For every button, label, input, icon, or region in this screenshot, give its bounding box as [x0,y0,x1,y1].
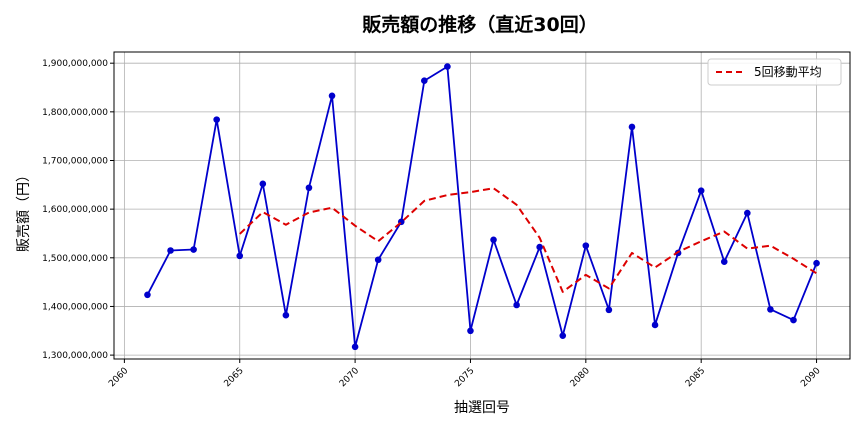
chart-title: 販売額の推移（直近30回） [362,13,597,36]
sales-point [605,306,613,314]
sales-point [628,123,636,131]
grid [114,52,850,359]
y-tick-label: 1,700,000,000 [42,156,108,166]
sales-point [790,316,797,324]
sales-point [328,92,336,100]
sales-point [190,246,197,253]
sales-point [374,256,382,264]
y-tick-label: 1,300,000,000 [42,351,108,361]
x-axis-label: 抽選回号 [454,400,510,416]
plot-frame [113,51,851,360]
sales-point [744,209,751,217]
legend-label-moving-average: 5回移動平均 [754,65,822,79]
y-axis-label: 販売額（円） [16,168,32,252]
legend: 5回移動平均 [707,58,842,86]
sales-point [144,291,151,299]
sales-point [444,63,451,70]
moving-average-line [239,187,818,293]
sales-point [421,77,428,85]
sales-point [213,116,220,123]
sales-point [720,258,728,265]
sales-point [651,321,659,329]
legend-box [707,58,842,86]
series-layer [144,63,820,351]
y-tick-label: 1,600,000,000 [42,205,108,215]
sales-point [536,243,543,251]
sales-point [490,236,497,244]
sales-point [813,259,820,267]
sales-point [259,180,267,188]
sales-point [767,306,774,313]
y-tick-label: 1,800,000,000 [42,108,108,118]
sales-point [513,301,520,309]
sales-point [167,247,174,254]
sales-point [582,242,590,249]
y-tick-label: 1,500,000,000 [42,254,108,264]
y-tick-label: 1,400,000,000 [42,302,108,312]
sales-point [467,327,474,335]
sales-point [305,184,313,192]
sales-point [559,332,567,339]
sales-point [236,252,244,260]
sales-line [146,65,818,348]
sales-point [282,311,290,319]
sales-point [351,343,359,351]
sales-point [697,187,705,194]
y-tick-label: 1,900,000,000 [42,59,108,69]
